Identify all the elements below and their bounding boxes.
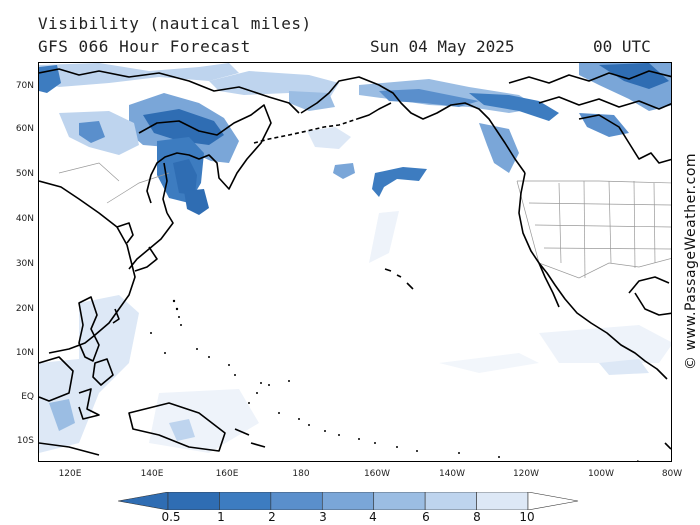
coast-hawaii-3 — [406, 282, 414, 290]
legend-label-6: 6 — [422, 510, 430, 524]
model-run-label: GFS 066 Hour Forecast — [38, 37, 251, 56]
lat-label-40n: 40N — [15, 214, 34, 224]
legend-cell — [424, 492, 477, 510]
map-canvas — [39, 63, 671, 461]
legend-label-10: 10 — [519, 510, 535, 524]
legend-cell — [476, 492, 529, 510]
coastlines — [39, 68, 671, 461]
lat-label-60n: 60N — [15, 124, 34, 134]
state-borders — [58, 162, 671, 279]
legend-cells — [167, 492, 529, 510]
fog-canada-arctic-dense — [599, 63, 669, 89]
lat-label-20n: 20N — [15, 304, 34, 314]
coast-alaska-peninsula — [356, 102, 392, 120]
lon-label-160e: 160E — [215, 469, 239, 479]
coast-china — [39, 180, 136, 354]
legend-label-4: 4 — [369, 510, 377, 524]
lat-label-10n: 10N — [15, 348, 34, 358]
fog-png — [169, 419, 195, 441]
coast-philippines-luzon — [78, 296, 100, 362]
legend-cell — [321, 492, 375, 510]
fog-swirl — [372, 167, 427, 197]
fog-siberia-dense — [143, 109, 224, 145]
legend-cell — [270, 492, 323, 510]
legend-cell — [219, 492, 272, 510]
coast-japan-south — [134, 246, 158, 272]
coast-aleutians — [253, 118, 358, 144]
fog-tropical-streak — [369, 211, 399, 263]
coast-philippines-mindanao — [92, 358, 114, 386]
coast-borneo — [39, 356, 74, 402]
coast-taiwan — [112, 308, 120, 324]
coast-newguinea — [128, 402, 226, 452]
coast-solomon — [234, 428, 250, 436]
chart-title: Visibility (nautical miles) — [38, 14, 312, 33]
coast-sulawesi — [78, 388, 100, 420]
visibility-shading — [39, 63, 671, 453]
coast-canada-arctic-2 — [538, 96, 671, 110]
fog-hudson — [579, 113, 629, 137]
lon-label-80w: 80W — [661, 469, 683, 479]
lon-label-160w: 160W — [363, 469, 391, 479]
coast-gulf-mexico — [628, 276, 670, 294]
fog-kurils — [184, 189, 209, 215]
lat-label-30n: 30N — [15, 259, 34, 269]
lon-label-140e: 140E — [140, 469, 164, 479]
lon-label-120w: 120W — [512, 469, 540, 479]
legend-label-8: 8 — [473, 510, 481, 524]
coast-west-america — [518, 172, 668, 380]
fog-central-america — [599, 359, 649, 375]
fog-alaska — [379, 89, 479, 107]
legend-arrow-left — [118, 492, 169, 510]
coast-canada-arctic — [508, 70, 671, 84]
coast-hawaii-2 — [396, 274, 402, 278]
forecast-time: 00 UTC — [593, 37, 651, 56]
visibility-map — [38, 62, 672, 462]
coast-hudson-bay — [578, 114, 671, 164]
lon-label-120e: 120E — [58, 469, 82, 479]
coast-korea — [116, 222, 134, 244]
legend-label-0-5: 0.5 — [161, 510, 181, 524]
fog-bering — [289, 91, 335, 111]
fog-okhotsk-dense — [173, 159, 197, 195]
legend-colorbar — [118, 492, 579, 510]
coast-japan — [128, 212, 174, 270]
fog-central-america-light — [539, 325, 671, 363]
legend-label-3: 3 — [319, 510, 327, 524]
credit-watermark: © www.PassageWeather.com — [683, 152, 699, 370]
fog-indonesia — [49, 399, 75, 431]
legend-label-1: 1 — [217, 510, 225, 524]
lon-label-140w: 140W — [438, 469, 466, 479]
coast-alaska — [300, 76, 526, 174]
coast-yucatan — [634, 292, 671, 316]
coast-hawaii-1 — [384, 268, 392, 272]
coast-arctic-siberia — [39, 68, 300, 114]
fog-bc-coast — [479, 123, 519, 173]
fog-itcz — [439, 353, 539, 373]
lon-label-180: 180 — [292, 469, 310, 479]
fog-alaska-dense — [469, 93, 559, 121]
legend-label-2: 2 — [268, 510, 276, 524]
lon-label-100w: 100W — [587, 469, 615, 479]
legend-cell — [167, 492, 220, 510]
lat-label-50n: 50N — [15, 169, 34, 179]
lat-label-10s: 10S — [16, 436, 34, 446]
coast-solomon-2 — [250, 442, 266, 448]
lat-label-eq: EQ — [21, 392, 34, 402]
legend-cell — [373, 492, 426, 510]
fog-swirl-small — [333, 163, 355, 179]
fog-midlat-light — [307, 127, 351, 149]
lat-label-70n: 70N — [15, 81, 34, 91]
coast-ecuador — [664, 442, 671, 450]
coast-galapagos — [637, 460, 640, 461]
fog-eastsiberia-med — [79, 121, 105, 143]
coast-kamchatka — [138, 104, 272, 204]
coast-baja — [538, 262, 560, 308]
coast-java — [39, 442, 100, 456]
island-dots — [150, 299, 500, 458]
coast-sakhalin — [162, 162, 168, 214]
legend-arrow-right — [527, 492, 579, 510]
forecast-date: Sun 04 May 2025 — [370, 37, 515, 56]
